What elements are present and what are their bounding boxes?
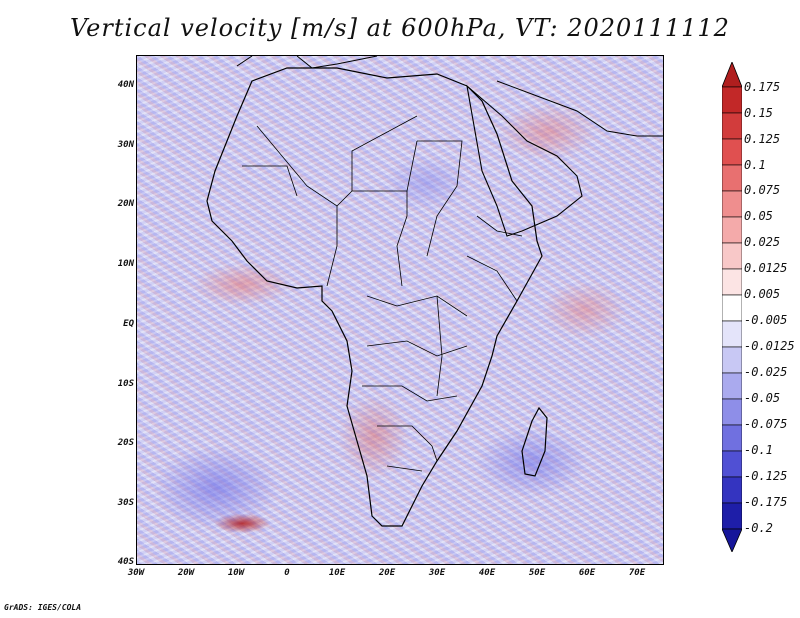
colorbar-label-0.05: 0.05 <box>744 209 773 223</box>
grads-credit: GrADS: IGES/COLA <box>4 603 82 612</box>
colorbar-box <box>722 346 742 374</box>
colorbar-label-neg-0.1: -0.1 <box>744 443 773 457</box>
colorbar-label-neg-0.2: -0.2 <box>744 521 773 535</box>
lat-tick-10s: 10S <box>117 379 134 389</box>
iberia-coastline <box>236 56 378 69</box>
madagascar-outline <box>521 406 548 477</box>
colorbar-box <box>722 138 742 166</box>
colorbar-label-0.0125: 0.0125 <box>744 261 788 275</box>
africa-map-outline <box>206 56 663 527</box>
colorbar-label-neg-0.05: -0.05 <box>744 391 781 405</box>
colorbar-label-0.125: 0.125 <box>744 132 781 146</box>
colorbar-label-neg-0.005: -0.005 <box>744 313 788 327</box>
lon-tick-50e: 50E <box>528 568 546 578</box>
colorbar-box <box>722 268 742 296</box>
colorbar-label-0.175: 0.175 <box>744 80 781 94</box>
lat-tick-10n: 10N <box>117 259 134 269</box>
colorbar-box <box>722 86 742 114</box>
colorbar-label-0.075: 0.075 <box>744 183 781 197</box>
colorbar-box <box>722 398 742 426</box>
lon-tick-70e: 70E <box>628 568 646 578</box>
colorbar-label-0.1: 0.1 <box>744 158 766 172</box>
lat-tick-20s: 20S <box>117 438 134 448</box>
lon-tick-40e: 40E <box>478 568 496 578</box>
colorbar-box <box>722 476 742 504</box>
colorbar-box <box>722 164 742 192</box>
colorbar-label-neg-0.025: -0.025 <box>744 365 788 379</box>
colorbar-box <box>722 372 742 400</box>
lon-tick-30w: 30W <box>127 568 145 578</box>
colorbar-box <box>722 216 742 244</box>
lon-tick-10w: 10W <box>227 568 245 578</box>
lat-tick-30n: 30N <box>117 140 134 150</box>
country-borders <box>242 115 523 472</box>
lon-tick-60e: 60E <box>578 568 596 578</box>
colorbar-box <box>722 450 742 478</box>
lon-tick-20e: 20E <box>378 568 396 578</box>
lon-tick-10e: 10E <box>328 568 346 578</box>
colorbar-box <box>722 112 742 140</box>
africa-coastline <box>206 67 543 527</box>
lat-tick-30s: 30S <box>117 498 134 508</box>
lon-tick-20w: 20W <box>177 568 195 578</box>
arabia-outline <box>466 84 583 237</box>
colorbar-label-0.005: 0.005 <box>744 287 781 301</box>
lat-tick-20n: 20N <box>117 199 134 209</box>
map-title: Vertical velocity [m/s] at 600hPa, VT: 2… <box>70 14 730 42</box>
lon-tick-0: 0 <box>284 568 290 578</box>
colorbar-label-neg-0.125: -0.125 <box>744 469 788 483</box>
map-plot-area <box>136 55 664 565</box>
colorbar-box <box>722 320 742 348</box>
colorbar-label-neg-0.075: -0.075 <box>744 417 788 431</box>
lon-tick-30e: 30E <box>428 568 446 578</box>
lat-tick-40n: 40N <box>117 80 134 90</box>
asia-coastline <box>496 80 663 137</box>
colorbar-label-0.15: 0.15 <box>744 106 773 120</box>
colorbar-box <box>722 190 742 218</box>
colorbar-label-neg-0.175: -0.175 <box>744 495 788 509</box>
lat-tick-40s: 40S <box>117 557 134 567</box>
colorbar-box <box>722 294 742 322</box>
colorbar <box>722 62 742 552</box>
colorbar-label-0.025: 0.025 <box>744 235 781 249</box>
colorbar-top-arrow <box>722 62 742 88</box>
lat-tick-eq: EQ <box>123 319 134 329</box>
colorbar-label-neg-0.0125: -0.0125 <box>744 339 795 353</box>
colorbar-bottom-arrow <box>722 528 742 552</box>
colorbar-box <box>722 502 742 530</box>
colorbar-box <box>722 242 742 270</box>
colorbar-box <box>722 424 742 452</box>
